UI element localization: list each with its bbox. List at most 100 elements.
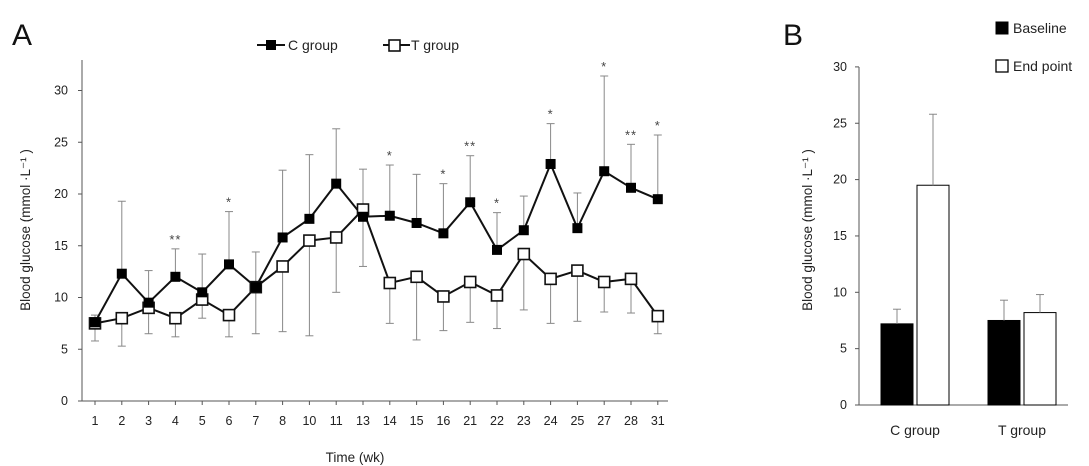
c-group-point [90,317,100,328]
c-group-point [358,211,368,222]
significance-marker: ** [625,127,637,142]
t-group-point [169,311,182,325]
c-group-point [652,194,663,205]
panel-a-x-tick-label: 22 [490,414,504,428]
baseline-bar [987,319,1021,406]
panel-b-label: B [783,19,803,52]
significance-marker: * [387,148,393,163]
c-group-point [331,178,342,189]
c-group-point [492,244,502,255]
legend-end-point-swatch [995,59,1009,73]
panel-a-x-tick-label: 14 [383,414,397,428]
panel-a-x-tick-label: 13 [356,414,370,428]
legend-t-group-label: T group [411,37,459,53]
t-group-point [463,275,477,289]
panel-a-chart: A Blood glucose (mmol ·L⁻¹ ) Time (wk) 0… [12,19,668,465]
significance-marker: ** [464,139,476,154]
c-group-point [572,223,583,234]
c-group-line [94,161,659,323]
c-group-point [465,197,476,208]
c-group-point [143,297,154,308]
significance-marker: * [494,196,500,211]
c-group-point [116,268,127,279]
end-point-bar [916,184,950,406]
panel-a-label: A [12,19,32,52]
t-group-point [410,270,423,284]
c-group-point [224,259,234,270]
panel-a-y-axis-label: Blood glucose (mmol ·L⁻¹ ) [18,149,33,311]
panel-a-x-tick-label: 16 [436,414,450,428]
c-group-point [438,228,449,239]
t-group-point [276,260,289,273]
significance-marker: * [655,118,661,133]
panel-a-y-tick-label: 0 [61,394,68,408]
t-group-point [222,308,236,322]
significance-marker: * [548,107,554,122]
t-group-point [490,289,504,302]
t-group-line [94,207,659,325]
legend-baseline-label: Baseline [1013,20,1067,36]
legend-c-group-marker [266,40,276,50]
t-group-point [544,272,557,286]
end-point-bar [1023,312,1057,406]
legend-baseline-swatch [995,21,1009,35]
panel-a-x-tick-label: 21 [463,414,477,428]
c-group-point [250,282,261,293]
panel-a-x-tick-label: 6 [226,414,233,428]
c-group-point [518,225,529,236]
panel-b-y-tick-label: 0 [840,398,847,412]
c-group-point [170,271,181,282]
panel-b-y-tick-label: 30 [833,60,847,74]
panel-a-x-tick-label: 15 [410,414,424,428]
t-group-point [571,264,584,277]
t-group-point [624,272,638,286]
c-group-point [384,210,395,221]
panel-a-x-tick-label: 3 [145,414,152,428]
panel-a-x-tick-label: 27 [597,414,611,428]
panel-b-y-tick-label: 25 [833,116,847,130]
panel-a-x-tick-label: 5 [199,414,206,428]
significance-marker: * [226,195,232,210]
c-group-point [545,158,556,169]
panel-b-y-tick-label: 15 [833,229,847,243]
c-group-point [197,287,208,298]
c-group-point [277,232,288,243]
panel-b-y-tick-label: 5 [840,342,847,356]
panel-a-y-tick-label: 25 [54,135,68,149]
panel-b-y-tick-label: 20 [833,173,847,187]
t-group-point [329,231,343,244]
panel-a-y-tick-label: 20 [54,187,68,201]
panel-b-y-tick-label: 10 [833,285,847,299]
legend-t-group-marker [388,39,401,52]
t-group-point [651,309,665,323]
panel-a-x-tick-label: 28 [624,414,638,428]
c-group-point [599,166,610,177]
significance-marker: ** [169,232,181,247]
legend-c-group-label: C group [288,37,338,53]
panel-a-x-tick-label: 31 [651,414,665,428]
t-group-point [115,311,129,325]
baseline-bar [880,323,914,406]
panel-b-x-tick-label: C group [890,422,940,438]
t-group-point [303,234,316,247]
panel-a-legend: C group T group [257,37,459,53]
panel-a-x-tick-label: 11 [330,414,343,428]
panel-b-legend: Baseline End point [995,20,1072,74]
t-group-point [517,247,531,261]
panel-a-x-axis-label: Time (wk) [326,450,385,465]
panel-a-x-tick-label: 24 [544,414,558,428]
panel-b-y-axis-label: Blood glucose (mmol ·L⁻¹ ) [800,149,815,311]
panel-b-x-tick-label: T group [998,422,1046,438]
panel-a-x-tick-label: 10 [302,414,316,428]
panel-a-y-tick-label: 30 [54,84,68,98]
t-group-point [437,290,450,303]
legend-end-point-label: End point [1013,58,1072,74]
significance-marker: * [601,59,607,74]
t-group-point [597,275,611,289]
panel-a-x-tick-label: 25 [570,414,584,428]
panel-a-y-tick-label: 10 [54,291,68,305]
panel-a-y-tick-label: 5 [61,342,68,356]
panel-a-x-tick-label: 1 [92,414,99,428]
panel-a-x-tick-label: 7 [252,414,259,428]
